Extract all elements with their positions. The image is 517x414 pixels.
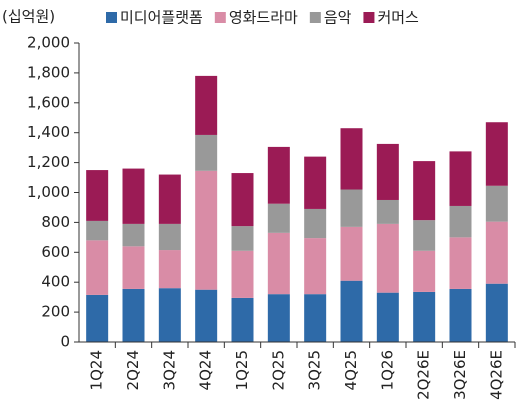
- bar-segment: [195, 170, 218, 290]
- bar-segment: [413, 250, 436, 292]
- x-tick-label: 1Q26: [378, 350, 396, 390]
- x-tick-label: 1Q25: [233, 350, 251, 390]
- y-tick-label: 200: [41, 303, 70, 321]
- x-tick-label: 3Q24: [160, 350, 178, 390]
- y-tick-label: 1,400: [27, 123, 70, 141]
- x-tick-label: 4Q25: [342, 350, 360, 390]
- y-axis-label: (십억원): [2, 8, 55, 26]
- x-tick-label: 2Q24: [124, 350, 142, 390]
- bar-segment: [122, 288, 145, 342]
- legend-swatch: [214, 12, 226, 23]
- bar-segment: [413, 220, 436, 251]
- bar-segment: [122, 246, 145, 289]
- bar-segment: [485, 122, 508, 186]
- bar-segment: [340, 280, 363, 342]
- bar-segment: [86, 220, 109, 241]
- x-tick-label: 4Q24: [197, 350, 215, 390]
- legend-label: 영화드라마: [229, 9, 298, 27]
- y-tick-label: 400: [41, 273, 70, 291]
- legend-swatch: [363, 12, 375, 23]
- bar-segment: [340, 128, 363, 190]
- legend-swatch: [106, 12, 117, 23]
- bar-segment: [158, 174, 181, 224]
- x-tick-label: 1Q24: [88, 350, 106, 390]
- bar-segment: [449, 288, 472, 342]
- bar-segment: [158, 250, 181, 289]
- bar-segment: [304, 294, 327, 342]
- bar-segment: [122, 223, 145, 247]
- bar-segment: [158, 288, 181, 342]
- y-tick-label: 800: [41, 213, 70, 231]
- y-tick-label: 1,800: [27, 63, 70, 81]
- legend-label: 미디어플랫폼: [120, 9, 203, 27]
- y-tick-label: 1,200: [27, 153, 70, 171]
- y-tick-label: 600: [41, 243, 70, 261]
- legend-swatch: [309, 12, 321, 23]
- bar-segment: [86, 240, 109, 295]
- bar-segment: [231, 173, 254, 227]
- bar-segment: [267, 294, 290, 342]
- bar-segment: [376, 292, 399, 342]
- bar-segment: [267, 203, 290, 233]
- bar-segment: [304, 156, 327, 209]
- bar-segment: [449, 205, 472, 238]
- x-tick-label: 2Q25: [269, 350, 287, 390]
- bar-segment: [195, 134, 218, 171]
- bar-segment: [304, 238, 327, 295]
- bar-segment: [485, 185, 508, 222]
- y-tick-label: 2,000: [27, 34, 70, 52]
- bar-segment: [231, 297, 254, 342]
- legend-label: 음악: [324, 9, 352, 27]
- bar-segment: [122, 168, 145, 224]
- bar-segment: [267, 146, 290, 204]
- bar-segment: [267, 232, 290, 295]
- bar-segment: [376, 143, 399, 200]
- bar-segment: [195, 75, 218, 135]
- bar-segment: [195, 289, 218, 342]
- bar-segment: [413, 291, 436, 342]
- bar-segment: [376, 223, 399, 293]
- bar-segment: [449, 237, 472, 289]
- bar-segment: [485, 283, 508, 342]
- y-tick-label: 1,000: [27, 183, 70, 201]
- y-tick-label: 1,600: [27, 93, 70, 111]
- x-tick-label: 3Q25: [306, 350, 324, 390]
- legend-label: 커머스: [377, 9, 419, 27]
- bar-segment: [413, 161, 436, 221]
- x-tick-label: 4Q26E: [487, 350, 505, 400]
- bar-segment: [449, 151, 472, 206]
- x-tick-label: 2Q26E: [415, 350, 433, 400]
- bar-segment: [485, 221, 508, 284]
- bar-segment: [340, 189, 363, 227]
- bar-segment: [231, 250, 254, 298]
- bar-segment: [340, 226, 363, 281]
- bar-segment: [86, 294, 109, 342]
- bar-segment: [304, 208, 327, 239]
- bar-segment: [376, 199, 399, 224]
- x-tick-label: 3Q26E: [451, 350, 469, 400]
- bar-segment: [86, 170, 109, 221]
- bar-segment: [158, 223, 181, 251]
- bar-segment: [231, 226, 254, 251]
- y-tick-label: 0: [60, 333, 70, 351]
